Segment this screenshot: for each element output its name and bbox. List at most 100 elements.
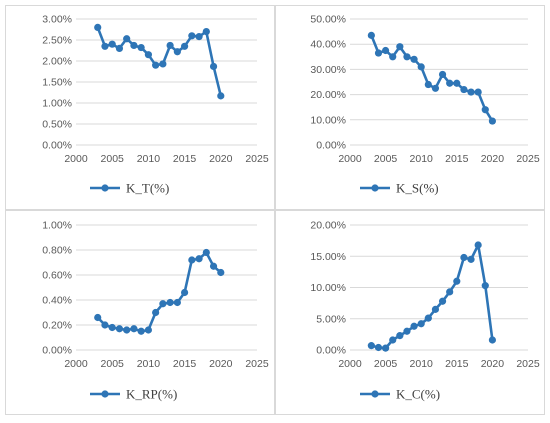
- data-point: [438, 70, 447, 79]
- data-point: [101, 321, 109, 329]
- x-tick-label: 2010: [410, 153, 434, 165]
- data-point: [144, 326, 152, 334]
- data-point: [195, 255, 203, 263]
- legend-marker: [371, 390, 379, 398]
- data-point: [431, 305, 440, 313]
- y-tick-label: 0.00%: [42, 345, 72, 357]
- data-point: [195, 33, 203, 41]
- legend-marker: [101, 390, 109, 398]
- y-tick-label: 40.00%: [310, 39, 346, 51]
- y-tick-label: 5.00%: [316, 313, 346, 325]
- chart-panel-1: 0.00% 0.50% 1.00% 1.50% 2.00% 2.50% 3.00% 2000 2…: [5, 5, 275, 210]
- x-tick-label: 2020: [481, 358, 505, 370]
- x-tick-label: 2025: [516, 153, 540, 165]
- data-point: [438, 297, 447, 305]
- data-point: [173, 48, 181, 56]
- x-tick-label: 2000: [338, 358, 362, 370]
- data-point: [467, 255, 475, 263]
- data-point: [374, 49, 383, 57]
- data-point: [389, 336, 397, 344]
- y-tick-label: 1.00%: [42, 220, 72, 232]
- data-point: [382, 344, 390, 352]
- x-tick-label: 2000: [64, 358, 88, 370]
- data-point: [460, 85, 468, 94]
- y-tick-label: 2.50%: [42, 35, 72, 47]
- legend-label: K_T(%): [126, 181, 169, 196]
- data-point: [410, 55, 418, 63]
- y-tick-label: 0.20%: [42, 320, 72, 332]
- y-tick-label: 0.40%: [42, 295, 72, 307]
- data-point: [403, 53, 411, 61]
- legend: K_T(%): [90, 181, 169, 196]
- data-point: [431, 84, 440, 92]
- legend-label: K_C(%): [396, 387, 440, 402]
- data-point: [410, 322, 418, 330]
- y-tick-label: 0.60%: [42, 270, 72, 282]
- chart-panel-4: 0.00% 5.00% 10.00% 15.00% 20.00% 2000 2005 2010…: [275, 210, 545, 415]
- x-tick-label: 2015: [173, 358, 197, 370]
- y-tick-label: 2.00%: [42, 56, 72, 68]
- data-point: [424, 314, 432, 322]
- data-point: [94, 313, 102, 322]
- data-point: [474, 88, 482, 96]
- data-point: [181, 288, 189, 297]
- data-point: [209, 262, 218, 270]
- data-point: [188, 256, 196, 264]
- data-point: [144, 51, 152, 59]
- legend-marker: [101, 184, 109, 192]
- y-tick-label: 30.00%: [310, 64, 346, 76]
- data-point: [173, 298, 181, 307]
- data-point: [202, 28, 210, 36]
- data-point: [166, 298, 174, 307]
- y-tick-label: 3.00%: [42, 14, 72, 26]
- data-point: [159, 300, 167, 308]
- data-point: [101, 42, 109, 50]
- data-point: [417, 320, 425, 328]
- data-point: [152, 61, 160, 69]
- x-tick-label: 2005: [101, 358, 125, 370]
- data-point: [467, 88, 475, 96]
- panel-border: [5, 210, 275, 415]
- x-tick-label: 2025: [245, 153, 269, 165]
- data-point: [108, 323, 116, 332]
- data-point: [389, 53, 397, 61]
- data-point: [382, 46, 390, 55]
- y-tick-label: 20.00%: [310, 220, 346, 232]
- x-tick-label: 2015: [445, 153, 469, 165]
- x-tick-label: 2005: [374, 358, 398, 370]
- legend-marker: [371, 184, 379, 192]
- data-point: [417, 63, 425, 71]
- y-tick-label: 0.00%: [316, 140, 346, 152]
- legend: K_C(%): [360, 387, 440, 402]
- chart-panel-2: 0.00% 10.00% 20.00% 30.00% 40.00% 50.00% 2000 2…: [275, 5, 545, 210]
- data-point: [453, 277, 461, 285]
- x-tick-label: 2010: [137, 153, 161, 165]
- data-point: [130, 41, 138, 50]
- data-point: [217, 92, 225, 100]
- y-tick-label: 1.50%: [42, 77, 72, 89]
- data-point: [446, 288, 454, 296]
- data-point: [159, 60, 167, 68]
- data-point: [396, 43, 404, 51]
- x-tick-label: 2025: [516, 358, 540, 370]
- data-point: [115, 44, 124, 53]
- x-tick-label: 2020: [481, 153, 505, 165]
- x-tick-label: 2005: [101, 153, 125, 165]
- data-point: [94, 23, 102, 31]
- data-point: [374, 343, 383, 352]
- legend: K_S(%): [360, 181, 439, 196]
- x-tick-label: 2015: [445, 358, 469, 370]
- data-point: [123, 35, 131, 43]
- y-tick-label: 10.00%: [310, 114, 346, 126]
- x-tick-label: 2010: [137, 358, 161, 370]
- data-point: [217, 268, 225, 277]
- data-point: [488, 336, 496, 344]
- data-point: [108, 40, 116, 48]
- x-tick-label: 2010: [410, 358, 434, 370]
- data-point: [137, 327, 145, 335]
- chart-panel-3: 0.00% 0.20% 0.40% 0.60% 0.80% 1.00% 2000 2005 20…: [5, 210, 275, 415]
- panel-border: [275, 5, 545, 210]
- y-tick-label: 20.00%: [310, 89, 346, 101]
- x-tick-label: 2020: [209, 153, 233, 165]
